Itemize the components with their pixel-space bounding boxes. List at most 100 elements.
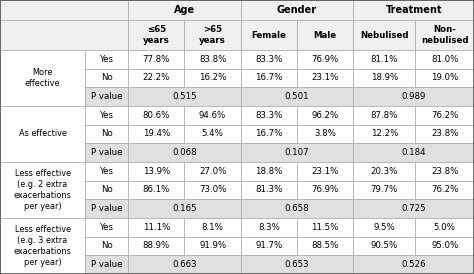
Bar (85, 143, 128, 162)
Text: Male: Male (314, 31, 337, 40)
Text: 0.725: 0.725 (401, 204, 426, 213)
Bar (353, 255, 474, 274)
Bar (128, 50, 184, 68)
Text: 23.8%: 23.8% (431, 167, 458, 176)
Bar (241, 162, 297, 181)
Text: 0.107: 0.107 (285, 148, 310, 157)
Bar (353, 21, 415, 50)
Bar (241, 87, 353, 106)
Text: Yes: Yes (100, 167, 114, 176)
Text: 88.5%: 88.5% (311, 241, 339, 250)
Text: Non-
nebulised: Non- nebulised (421, 25, 468, 45)
Bar (128, 68, 184, 87)
Text: 79.7%: 79.7% (371, 185, 398, 195)
Text: 0.165: 0.165 (172, 204, 197, 213)
Text: P value: P value (91, 148, 122, 157)
Text: No: No (100, 129, 112, 138)
Bar (241, 21, 297, 50)
Text: 0.501: 0.501 (285, 92, 310, 101)
Bar (0, 218, 85, 274)
Bar (241, 106, 297, 125)
Text: 11.5%: 11.5% (311, 223, 339, 232)
Bar (128, 87, 241, 106)
Bar (415, 106, 474, 125)
Text: 86.1%: 86.1% (143, 185, 170, 195)
Text: 23.1%: 23.1% (311, 73, 339, 82)
Text: 9.5%: 9.5% (374, 223, 395, 232)
Bar (353, 50, 415, 68)
Bar (128, 218, 184, 237)
Bar (297, 125, 353, 143)
Bar (241, 50, 297, 68)
Text: 83.3%: 83.3% (255, 55, 283, 64)
Text: 19.0%: 19.0% (431, 73, 458, 82)
Bar (297, 181, 353, 199)
Text: 11.1%: 11.1% (143, 223, 170, 232)
Bar (85, 125, 128, 143)
Text: 0.989: 0.989 (401, 92, 426, 101)
Text: 12.2%: 12.2% (371, 129, 398, 138)
Bar (184, 181, 241, 199)
Text: 87.8%: 87.8% (371, 111, 398, 120)
Bar (184, 50, 241, 68)
Bar (85, 50, 128, 68)
Text: 96.2%: 96.2% (311, 111, 339, 120)
Text: No: No (100, 241, 112, 250)
Bar (85, 162, 128, 181)
Text: Nebulised: Nebulised (360, 31, 409, 40)
Bar (241, 199, 353, 218)
Bar (353, 0, 474, 21)
Bar (241, 143, 353, 162)
Text: 76.2%: 76.2% (431, 185, 458, 195)
Text: 22.2%: 22.2% (143, 73, 170, 82)
Text: No: No (100, 185, 112, 195)
Bar (415, 68, 474, 87)
Text: 0.653: 0.653 (285, 260, 310, 269)
Bar (415, 50, 474, 68)
Text: 81.3%: 81.3% (255, 185, 283, 195)
Text: Yes: Yes (100, 111, 114, 120)
Bar (0, 50, 85, 106)
Text: Gender: Gender (277, 5, 317, 15)
Bar (184, 218, 241, 237)
Bar (353, 106, 415, 125)
Bar (128, 143, 241, 162)
Bar (85, 199, 128, 218)
Bar (184, 125, 241, 143)
Bar (184, 21, 241, 50)
Bar (128, 0, 241, 21)
Bar (184, 68, 241, 87)
Bar (353, 237, 415, 255)
Bar (297, 218, 353, 237)
Text: 88.9%: 88.9% (143, 241, 170, 250)
Text: Treatment: Treatment (385, 5, 442, 15)
Text: 8.3%: 8.3% (258, 223, 280, 232)
Bar (353, 162, 415, 181)
Text: 91.9%: 91.9% (199, 241, 226, 250)
Text: 23.8%: 23.8% (431, 129, 458, 138)
Text: 13.9%: 13.9% (143, 167, 170, 176)
Text: 80.6%: 80.6% (143, 111, 170, 120)
Bar (415, 218, 474, 237)
Text: 16.2%: 16.2% (199, 73, 226, 82)
Text: 18.8%: 18.8% (255, 167, 283, 176)
Text: 95.0%: 95.0% (431, 241, 458, 250)
Text: 77.8%: 77.8% (143, 55, 170, 64)
Bar (0, 0, 128, 21)
Text: More
effective: More effective (25, 68, 60, 88)
Bar (415, 181, 474, 199)
Text: 8.1%: 8.1% (201, 223, 224, 232)
Text: Yes: Yes (100, 55, 114, 64)
Text: 0.526: 0.526 (401, 260, 426, 269)
Bar (0, 162, 85, 218)
Text: 0.068: 0.068 (172, 148, 197, 157)
Bar (85, 237, 128, 255)
Text: 0.663: 0.663 (172, 260, 197, 269)
Text: 76.2%: 76.2% (431, 111, 458, 120)
Bar (184, 162, 241, 181)
Bar (0, 106, 85, 162)
Bar (0, 21, 128, 50)
Text: Female: Female (251, 31, 286, 40)
Bar (241, 237, 297, 255)
Text: 90.5%: 90.5% (371, 241, 398, 250)
